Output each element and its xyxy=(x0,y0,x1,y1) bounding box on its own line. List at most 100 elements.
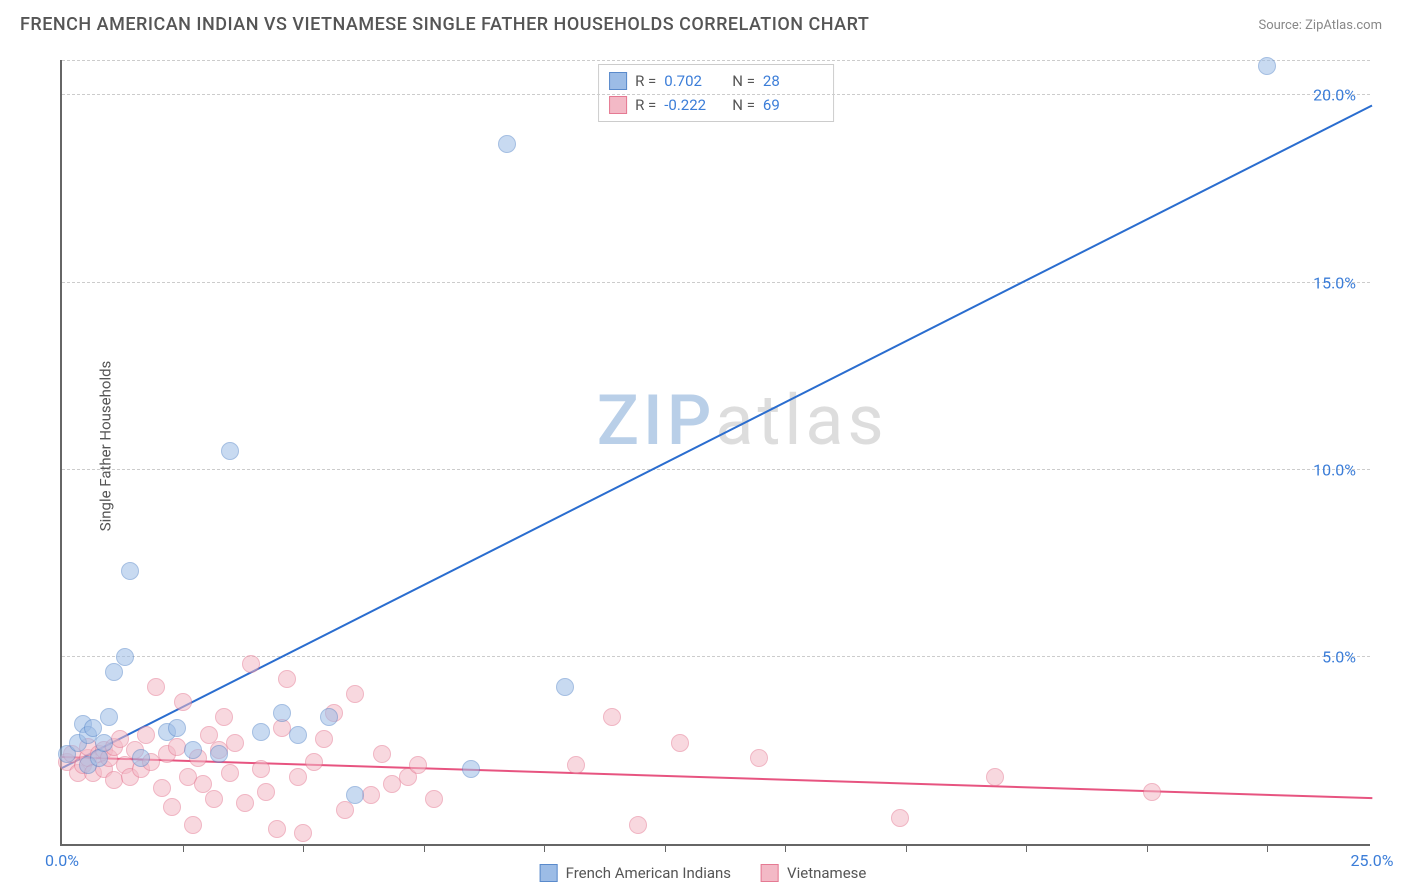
data-point xyxy=(121,562,139,580)
n-value-2: 69 xyxy=(763,96,823,114)
data-point xyxy=(132,749,150,767)
data-point xyxy=(629,816,647,834)
data-point xyxy=(603,708,621,726)
data-point xyxy=(116,648,134,666)
data-point xyxy=(425,790,443,808)
data-point xyxy=(278,670,296,688)
data-point xyxy=(346,685,364,703)
data-point xyxy=(236,794,254,812)
data-point xyxy=(257,783,275,801)
x-tick-minor xyxy=(1026,844,1027,852)
bottom-legend: French American Indians Vietnamese xyxy=(540,864,867,882)
data-point xyxy=(567,756,585,774)
data-point xyxy=(221,442,239,460)
data-point xyxy=(252,760,270,778)
legend-label-2: Vietnamese xyxy=(787,864,866,882)
data-point xyxy=(289,726,307,744)
data-point xyxy=(210,745,228,763)
data-point xyxy=(168,719,186,737)
legend-item-2: Vietnamese xyxy=(761,864,866,882)
data-point xyxy=(986,768,1004,786)
data-point xyxy=(891,809,909,827)
data-point xyxy=(556,678,574,696)
gridline xyxy=(62,94,1370,95)
legend-swatch-1 xyxy=(540,864,558,882)
r-label-2: R = xyxy=(635,96,656,114)
n-label-1: N = xyxy=(732,72,755,90)
legend-swatch-2 xyxy=(761,864,779,882)
x-tick-minor xyxy=(1147,844,1148,852)
data-point xyxy=(153,779,171,797)
data-point xyxy=(1258,57,1276,75)
data-point xyxy=(184,816,202,834)
data-point xyxy=(409,756,427,774)
data-point xyxy=(268,820,286,838)
data-point xyxy=(95,734,113,752)
data-point xyxy=(273,704,291,722)
page-root: FRENCH AMERICAN INDIAN VS VIETNAMESE SIN… xyxy=(0,0,1406,892)
data-point xyxy=(184,741,202,759)
x-tick-minor xyxy=(303,844,304,852)
r-label-1: R = xyxy=(635,72,656,90)
plot-area: ZIPatlas R = 0.702 N = 28 R = -0.222 N =… xyxy=(60,60,1370,846)
swatch-series1 xyxy=(609,72,627,90)
data-point xyxy=(163,798,181,816)
data-point xyxy=(1143,783,1161,801)
data-point xyxy=(315,730,333,748)
gridline xyxy=(62,656,1370,657)
x-tick-minor xyxy=(1267,844,1268,852)
x-tick-minor xyxy=(785,844,786,852)
stats-legend: R = 0.702 N = 28 R = -0.222 N = 69 xyxy=(598,64,834,122)
data-point xyxy=(205,790,223,808)
data-point xyxy=(320,708,338,726)
data-point xyxy=(462,760,480,778)
x-tick-label: 25.0% xyxy=(1351,851,1394,870)
y-tick-label: 20.0% xyxy=(1313,86,1356,105)
legend-label-1: French American Indians xyxy=(566,864,731,882)
data-point xyxy=(221,764,239,782)
data-point xyxy=(137,726,155,744)
data-point xyxy=(346,786,364,804)
r-value-2: -0.222 xyxy=(664,96,724,114)
data-point xyxy=(111,730,129,748)
stats-row-2: R = -0.222 N = 69 xyxy=(609,93,823,117)
data-point xyxy=(242,655,260,673)
gridline xyxy=(62,469,1370,470)
x-tick-minor xyxy=(544,844,545,852)
data-point xyxy=(100,708,118,726)
watermark: ZIPatlas xyxy=(597,380,888,462)
y-tick-label: 10.0% xyxy=(1313,460,1356,479)
chart-title: FRENCH AMERICAN INDIAN VS VIETNAMESE SIN… xyxy=(20,14,869,35)
data-point xyxy=(336,801,354,819)
x-tick-minor xyxy=(183,844,184,852)
data-point xyxy=(294,824,312,842)
n-value-1: 28 xyxy=(763,72,823,90)
source-label: Source: ZipAtlas.com xyxy=(1258,18,1382,33)
data-point xyxy=(147,678,165,696)
data-point xyxy=(174,693,192,711)
trend-line xyxy=(62,105,1373,769)
stats-row-1: R = 0.702 N = 28 xyxy=(609,69,823,93)
r-value-1: 0.702 xyxy=(664,72,724,90)
data-point xyxy=(498,135,516,153)
x-tick-minor xyxy=(424,844,425,852)
data-point xyxy=(671,734,689,752)
data-point xyxy=(305,753,323,771)
data-point xyxy=(226,734,244,752)
y-tick-label: 5.0% xyxy=(1322,647,1356,666)
data-point xyxy=(105,663,123,681)
swatch-series2 xyxy=(609,96,627,114)
n-label-2: N = xyxy=(732,96,755,114)
data-point xyxy=(289,768,307,786)
data-point xyxy=(252,723,270,741)
gridline xyxy=(62,60,1370,61)
legend-item-1: French American Indians xyxy=(540,864,731,882)
x-tick-minor xyxy=(906,844,907,852)
y-tick-label: 15.0% xyxy=(1313,273,1356,292)
gridline xyxy=(62,282,1370,283)
x-tick-label: 0.0% xyxy=(45,851,79,870)
data-point xyxy=(750,749,768,767)
data-point xyxy=(373,745,391,763)
x-tick-minor xyxy=(665,844,666,852)
watermark-zip: ZIP xyxy=(597,380,716,462)
